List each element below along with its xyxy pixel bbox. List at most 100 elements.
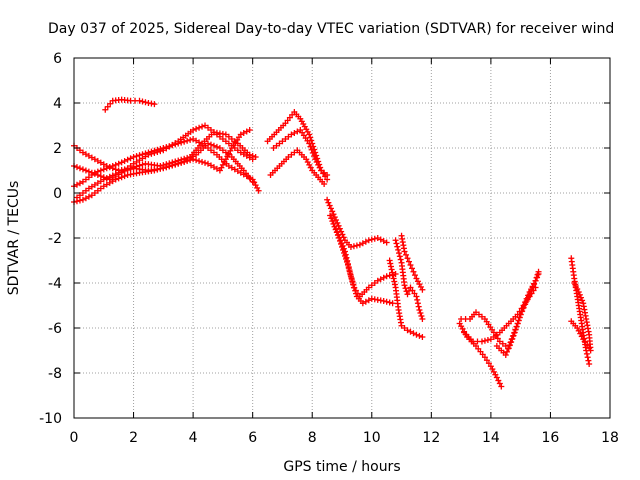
data-point-arc-e	[112, 176, 119, 183]
data-point-arc-a	[142, 99, 149, 106]
data-point-arc-j	[326, 202, 333, 209]
data-point-arc-l	[337, 237, 344, 244]
data-point-arc-j	[329, 208, 336, 215]
data-point-arc-d	[100, 166, 107, 173]
data-point-arc-a	[139, 98, 146, 105]
data-point-arc-d	[255, 187, 262, 194]
data-point-arc-n	[404, 291, 411, 298]
data-point-arc-n	[396, 253, 403, 260]
data-point-arc-d	[163, 144, 170, 151]
data-point-arc-f	[184, 158, 191, 165]
data-point-arc-l	[339, 242, 346, 249]
data-point-arc-l	[347, 273, 354, 280]
x-tick-label: 14	[482, 430, 500, 446]
data-point-arc-d	[91, 169, 98, 176]
data-point-arc-t	[585, 357, 592, 364]
data-point-arc-s	[516, 314, 523, 321]
data-point-arc-l	[350, 281, 357, 288]
data-point-arc-c	[97, 173, 104, 180]
data-point-arc-o	[410, 268, 417, 275]
data-point-arc-d	[178, 139, 185, 146]
data-point-arc-f	[202, 159, 209, 166]
data-point-arc-n	[415, 303, 422, 310]
data-point-arc-n	[401, 282, 408, 289]
data-point-arc-s	[509, 333, 516, 340]
data-point-arc-i	[324, 172, 331, 178]
data-point-arc-e	[121, 173, 128, 180]
x-tick-label: 6	[248, 430, 257, 446]
data-point-arc-i	[309, 149, 316, 156]
x-tick-label: 0	[70, 430, 79, 446]
data-point-arc-n	[392, 237, 399, 244]
data-point-arc-k	[329, 218, 336, 225]
data-point-arc-s	[514, 320, 521, 327]
data-point-arc-f	[160, 165, 167, 172]
data-point-arc-d	[130, 154, 137, 160]
data-point-arc-s	[508, 336, 515, 343]
data-point-arc-e	[76, 197, 83, 204]
data-points-layer	[71, 96, 594, 390]
data-point-arc-l	[344, 260, 351, 267]
data-point-arc-j	[327, 205, 334, 212]
data-point-arc-l	[334, 228, 341, 235]
data-point-arc-o	[419, 286, 426, 293]
data-point-arc-m	[386, 257, 393, 264]
data-point-arc-k	[383, 273, 390, 280]
data-point-arc-s	[513, 323, 520, 330]
data-point-arc-t	[586, 361, 593, 367]
chart-title: Day 037 of 2025, Sidereal Day-to-day VTE…	[48, 21, 614, 37]
data-point-arc-e	[205, 140, 211, 147]
data-point-arc-f	[163, 164, 170, 171]
data-point-arc-c	[82, 167, 89, 174]
tick-layer: 0 2 4 6 8 10 12 14 16 18 -10 -8 -6 -4 -2 0 2 4 6	[39, 51, 619, 446]
data-point-arc-d	[172, 141, 179, 148]
data-point-arc-f	[196, 158, 203, 165]
data-point-arc-m	[416, 332, 423, 339]
data-point-arc-k	[330, 220, 337, 227]
data-point-arc-s	[505, 345, 512, 352]
data-point-arc-s	[515, 317, 522, 324]
data-point-arc-n	[402, 285, 409, 292]
data-point-arc-d	[169, 142, 176, 149]
data-point-arc-j	[325, 199, 332, 206]
data-point-arc-n	[414, 296, 421, 303]
x-tick-label: 18	[601, 430, 619, 446]
data-point-arc-m	[390, 275, 397, 282]
data-point-arc-s	[511, 329, 518, 336]
data-point-arc-f	[178, 159, 185, 166]
y-tick-label: 6	[53, 51, 62, 67]
data-point-arc-f	[246, 127, 253, 133]
data-point-arc-l	[341, 248, 348, 255]
y-tick-label: 0	[53, 186, 62, 202]
data-point-arc-f	[124, 167, 131, 174]
data-point-arc-f	[115, 169, 122, 176]
data-point-arc-l	[333, 226, 340, 232]
data-point-arc-j	[334, 219, 341, 226]
data-point-arc-d	[151, 147, 158, 154]
data-point-arc-u	[579, 297, 586, 304]
data-point-arc-d	[121, 158, 128, 165]
data-point-arc-m	[387, 260, 394, 267]
data-point-arc-e	[210, 142, 217, 149]
data-point-arc-f	[118, 168, 125, 175]
data-point-arc-f	[187, 157, 194, 164]
x-tick-label: 12	[422, 430, 440, 446]
data-point-arc-s	[520, 302, 527, 309]
data-point-arc-s	[503, 348, 510, 355]
data-point-arc-n	[396, 250, 403, 257]
data-point-arc-s	[533, 274, 540, 281]
data-point-arc-s	[517, 311, 524, 318]
data-point-arc-d	[160, 145, 167, 151]
data-point-arc-k	[327, 212, 334, 219]
data-point-arc-l	[347, 270, 354, 277]
data-point-arc-m	[419, 334, 426, 340]
data-point-arc-o	[408, 265, 415, 272]
data-point-arc-s	[506, 342, 513, 349]
y-tick-label: -8	[48, 366, 62, 382]
data-point-arc-l	[340, 245, 347, 252]
data-point-arc-s	[512, 326, 519, 333]
data-point-arc-n	[419, 316, 426, 322]
data-point-arc-r	[484, 337, 491, 343]
